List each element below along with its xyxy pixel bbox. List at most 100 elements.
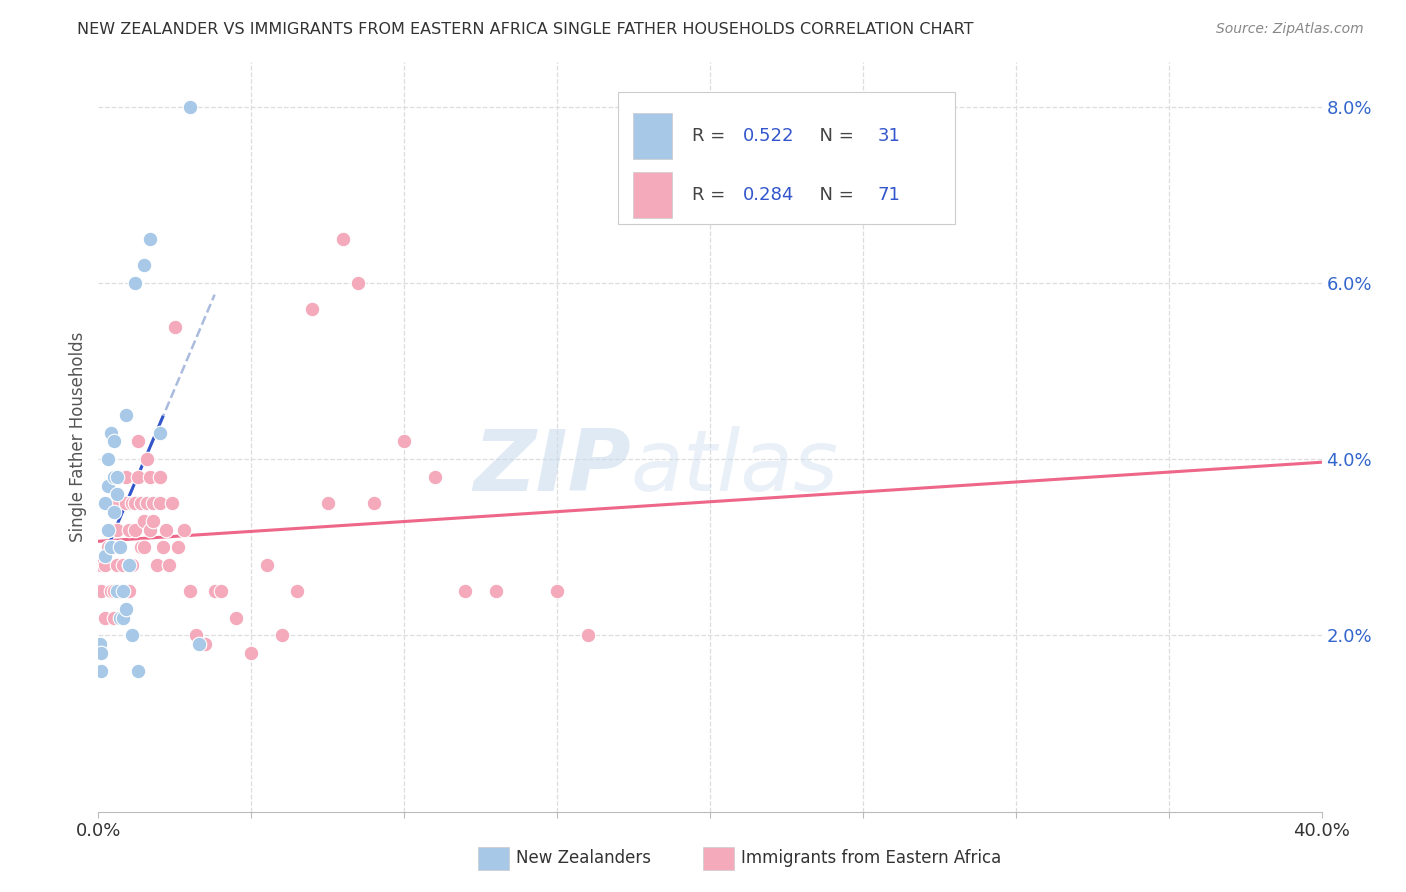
Point bbox=[118, 584, 141, 599]
Point bbox=[97, 452, 120, 467]
Point bbox=[108, 541, 131, 555]
Point bbox=[105, 469, 128, 483]
Point bbox=[97, 523, 120, 537]
Point bbox=[454, 584, 477, 599]
Point bbox=[225, 611, 247, 625]
Point bbox=[149, 469, 172, 483]
Point bbox=[127, 469, 149, 483]
Point bbox=[134, 541, 156, 555]
Point bbox=[105, 487, 128, 501]
Point bbox=[97, 478, 120, 492]
Point bbox=[139, 469, 162, 483]
Point bbox=[111, 584, 134, 599]
Point bbox=[111, 611, 134, 625]
Point bbox=[423, 469, 446, 483]
Point bbox=[136, 452, 159, 467]
Point bbox=[103, 469, 125, 483]
Point bbox=[167, 541, 190, 555]
Point bbox=[576, 628, 599, 642]
Point bbox=[90, 584, 112, 599]
Text: Immigrants from Eastern Africa: Immigrants from Eastern Africa bbox=[741, 849, 1001, 867]
Point bbox=[93, 611, 115, 625]
Point bbox=[124, 276, 146, 290]
FancyBboxPatch shape bbox=[633, 112, 672, 159]
Point bbox=[129, 541, 152, 555]
Point bbox=[152, 541, 174, 555]
Y-axis label: Single Father Households: Single Father Households bbox=[69, 332, 87, 542]
Point bbox=[100, 541, 122, 555]
Point bbox=[204, 584, 226, 599]
Point bbox=[186, 628, 208, 642]
Point bbox=[270, 628, 292, 642]
Point bbox=[347, 276, 370, 290]
Text: 0.284: 0.284 bbox=[742, 186, 794, 203]
Point bbox=[188, 637, 211, 651]
Point bbox=[256, 558, 278, 572]
Point bbox=[149, 496, 172, 510]
Point bbox=[332, 232, 354, 246]
Point bbox=[93, 558, 115, 572]
Text: 31: 31 bbox=[877, 127, 900, 145]
FancyBboxPatch shape bbox=[633, 172, 672, 218]
Point bbox=[160, 496, 183, 510]
Point bbox=[316, 496, 339, 510]
Text: Source: ZipAtlas.com: Source: ZipAtlas.com bbox=[1216, 22, 1364, 37]
Point bbox=[118, 558, 141, 572]
Point bbox=[134, 514, 156, 528]
Point bbox=[157, 558, 180, 572]
Point bbox=[136, 496, 159, 510]
Point bbox=[103, 505, 125, 519]
Point bbox=[90, 664, 112, 678]
Text: R =: R = bbox=[692, 127, 731, 145]
Point bbox=[90, 646, 112, 660]
Point bbox=[103, 541, 125, 555]
Point bbox=[100, 541, 122, 555]
Text: R =: R = bbox=[692, 186, 731, 203]
Point bbox=[115, 408, 138, 422]
Point bbox=[173, 523, 195, 537]
Point bbox=[124, 496, 146, 510]
Point bbox=[139, 232, 162, 246]
Point bbox=[105, 523, 128, 537]
Point bbox=[108, 541, 131, 555]
Point bbox=[89, 637, 111, 651]
Point bbox=[90, 558, 112, 572]
Point bbox=[301, 302, 323, 317]
Point bbox=[194, 637, 217, 651]
Point bbox=[115, 469, 138, 483]
Point bbox=[118, 558, 141, 572]
Point bbox=[115, 602, 138, 616]
Point bbox=[100, 584, 122, 599]
Point bbox=[124, 523, 146, 537]
Point bbox=[115, 496, 138, 510]
Text: 71: 71 bbox=[877, 186, 900, 203]
Point bbox=[179, 584, 201, 599]
Point bbox=[142, 514, 165, 528]
Text: NEW ZEALANDER VS IMMIGRANTS FROM EASTERN AFRICA SINGLE FATHER HOUSEHOLDS CORRELA: NEW ZEALANDER VS IMMIGRANTS FROM EASTERN… bbox=[77, 22, 974, 37]
Point bbox=[127, 434, 149, 449]
Point bbox=[118, 523, 141, 537]
Point bbox=[392, 434, 416, 449]
Point bbox=[240, 646, 263, 660]
Point bbox=[363, 496, 385, 510]
Point bbox=[149, 425, 172, 440]
Text: N =: N = bbox=[808, 127, 859, 145]
Point bbox=[121, 628, 143, 642]
Point bbox=[111, 584, 134, 599]
Point bbox=[108, 584, 131, 599]
Point bbox=[111, 558, 134, 572]
Point bbox=[139, 523, 162, 537]
Point bbox=[145, 558, 167, 572]
Point bbox=[179, 99, 201, 113]
Point bbox=[546, 584, 568, 599]
Point bbox=[209, 584, 232, 599]
Point bbox=[97, 541, 120, 555]
Point bbox=[103, 611, 125, 625]
Point bbox=[93, 549, 115, 563]
Point bbox=[127, 664, 149, 678]
Point bbox=[121, 496, 143, 510]
Text: 0.522: 0.522 bbox=[742, 127, 794, 145]
Text: New Zealanders: New Zealanders bbox=[516, 849, 651, 867]
Text: N =: N = bbox=[808, 186, 859, 203]
Point bbox=[142, 496, 165, 510]
